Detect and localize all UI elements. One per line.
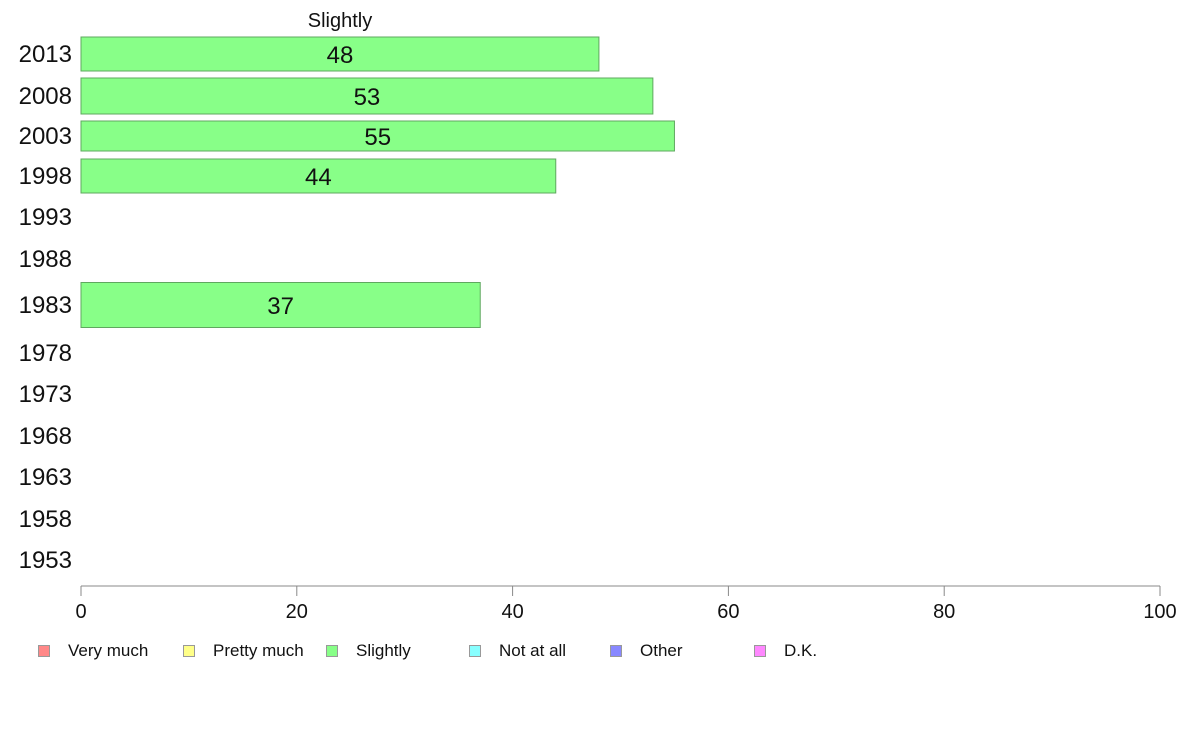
x-tick-label: 0 xyxy=(75,601,86,623)
bar xyxy=(80,158,557,194)
y-tick-label: 1973 xyxy=(19,381,72,408)
legend-item: Not at all xyxy=(469,640,566,662)
y-tick-label: 1993 xyxy=(19,204,72,231)
legend: Very much Pretty much Slightly Not at all Ot… xyxy=(38,640,938,662)
bar-data-label: 55 xyxy=(364,124,391,151)
legend-item: D.K. xyxy=(754,640,817,662)
legend-item: Very much xyxy=(38,640,148,662)
legend-swatch xyxy=(326,645,338,657)
y-tick-label: 1983 xyxy=(19,292,72,319)
legend-swatch xyxy=(469,645,481,657)
legend-swatch xyxy=(610,645,622,657)
y-tick-label: 2008 xyxy=(19,83,72,110)
y-tick-label: 1958 xyxy=(19,506,72,533)
bar-data-label: 37 xyxy=(267,293,294,320)
y-tick-label: 1978 xyxy=(19,340,72,367)
legend-item: Pretty much xyxy=(183,640,304,662)
bar-data-label: 53 xyxy=(354,84,381,111)
bar xyxy=(80,36,600,72)
y-tick-label: 1963 xyxy=(19,464,72,491)
legend-item: Other xyxy=(610,640,683,662)
bar xyxy=(80,282,481,328)
legend-label: Slightly xyxy=(356,641,411,660)
legend-label: D.K. xyxy=(784,641,818,660)
y-tick-label: 1953 xyxy=(19,547,72,574)
y-tick-label: 1998 xyxy=(19,163,72,190)
y-tick-label: 2013 xyxy=(19,41,72,68)
legend-label: Pretty much xyxy=(213,641,304,660)
legend-label: Not at all xyxy=(499,641,567,660)
y-tick-label: 1988 xyxy=(19,246,72,273)
legend-label: Other xyxy=(640,641,683,660)
x-tick-label: 100 xyxy=(1143,601,1176,623)
x-tick-label: 60 xyxy=(717,601,739,623)
legend-label: Very much xyxy=(68,641,149,660)
x-tick-label: 80 xyxy=(933,601,955,623)
legend-item: Slightly xyxy=(326,640,411,662)
legend-swatch xyxy=(183,645,195,657)
legend-swatch xyxy=(754,645,766,657)
x-tick-label: 20 xyxy=(286,601,308,623)
bar xyxy=(80,120,675,152)
legend-swatch xyxy=(38,645,50,657)
chart-title: Slightly xyxy=(308,10,372,32)
bar-data-label: 48 xyxy=(327,42,354,69)
y-tick-label: 2003 xyxy=(19,123,72,150)
y-tick-label: 1968 xyxy=(19,423,72,450)
bar-data-label: 44 xyxy=(305,164,332,191)
bar xyxy=(80,77,654,115)
x-tick-label: 40 xyxy=(501,601,523,623)
